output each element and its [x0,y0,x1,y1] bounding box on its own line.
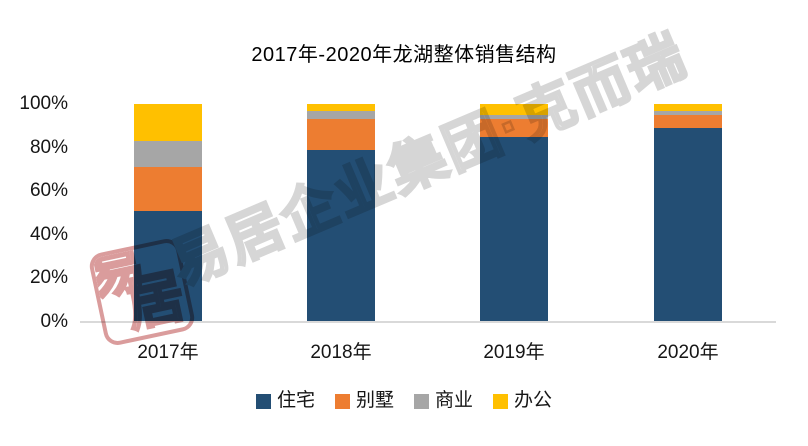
legend-item-商业: 商业 [414,391,473,411]
legend-item-别墅: 别墅 [334,390,394,411]
legend-label: 商业 [435,390,474,411]
y-axis-tick-label: 80% [29,136,68,158]
legend: 住宅 别墅 商业 办公 [0,391,808,411]
bar-2018年 [307,104,375,322]
bar-segment-办公 [480,104,548,115]
x-axis-tick-label: 2018年 [310,342,372,363]
legend-swatch-icon [255,393,271,409]
legend-swatch-icon [334,393,350,409]
bar-segment-别墅 [480,119,548,137]
y-axis-tick-label: 60% [29,180,68,202]
y-axis-tick-label: 40% [29,223,68,245]
legend-item-办公: 办公 [493,391,552,411]
bar-segment-办公 [654,104,722,111]
bar-segment-别墅 [134,167,202,211]
bar-segment-别墅 [307,119,375,150]
bar-segment-商业 [480,114,548,120]
bar-segment-商业 [134,141,202,168]
bar-segment-住宅 [134,210,202,322]
bar-segment-商业 [307,110,375,120]
legend-label: 住宅 [276,390,315,411]
x-axis-tick-label: 2020年 [657,342,719,363]
x-axis-tick-label: 2019年 [483,342,545,363]
bar-segment-办公 [134,104,202,142]
y-axis-tick-label: 100% [19,93,68,114]
legend-label: 别墅 [355,390,394,411]
bar-segment-办公 [307,104,375,111]
bar-segment-住宅 [480,136,548,322]
legend-label: 办公 [514,390,553,411]
bar-2019年 [480,104,548,322]
bar-segment-住宅 [654,127,722,322]
x-axis-baseline [80,321,776,323]
bar-segment-商业 [654,110,722,115]
bar-2020年 [654,104,722,322]
bar-segment-住宅 [307,149,375,322]
y-axis-tick-label: 20% [29,267,68,289]
legend-swatch-icon [414,393,429,409]
legend-item-住宅: 住宅 [255,390,315,411]
chart-title: 2017年-2020年龙湖整体销售结构 [251,44,557,66]
bar-segment-别墅 [654,114,722,128]
legend-swatch-icon [493,393,509,409]
bar-2017年 [134,104,202,322]
x-axis-tick-label: 2017年 [137,342,199,363]
y-axis-tick-label: 0% [40,311,68,332]
